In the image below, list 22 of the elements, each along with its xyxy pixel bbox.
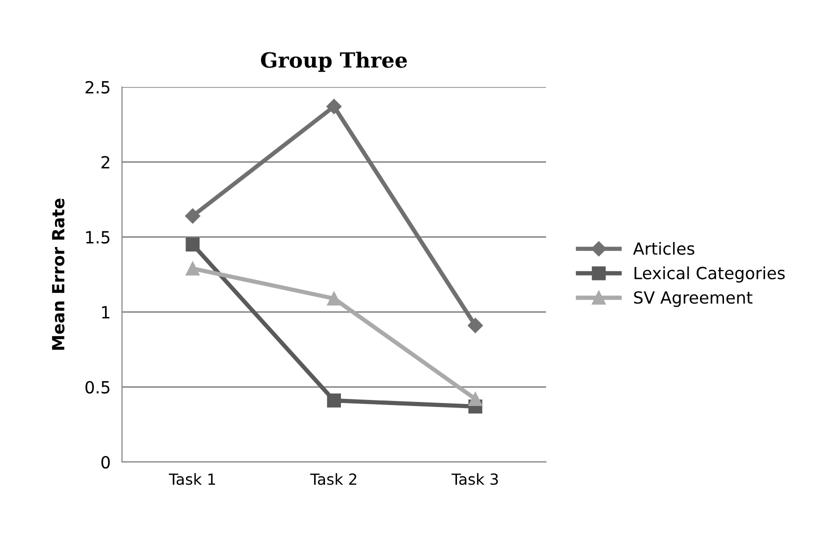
point [326, 98, 342, 114]
legend-label: SV Agreement [634, 291, 752, 308]
y-tick-label: 2 [102, 156, 110, 168]
point [186, 238, 200, 252]
legend-label: Lexical Categories [634, 266, 785, 283]
point [468, 392, 482, 406]
y-tick-label: 1 [102, 306, 110, 318]
y-tick-label: 2.5 [86, 80, 110, 94]
point [185, 208, 200, 224]
x-tick-label: Task 2 [310, 473, 356, 485]
point [327, 394, 341, 408]
x-tick-label: Task 3 [452, 473, 498, 485]
legend-label: Articles [633, 242, 694, 255]
point [186, 262, 200, 276]
y-tick-label: 0 [101, 456, 110, 469]
y-axis-title: Mean Error Rate [52, 198, 64, 350]
x-tick-label: Task 1 [168, 473, 216, 485]
y-tick-label: 0.5 [85, 380, 110, 394]
chart-title: Group Three [260, 52, 407, 72]
point [468, 318, 483, 334]
y-tick-label: 1.5 [86, 231, 110, 244]
point [327, 292, 341, 306]
